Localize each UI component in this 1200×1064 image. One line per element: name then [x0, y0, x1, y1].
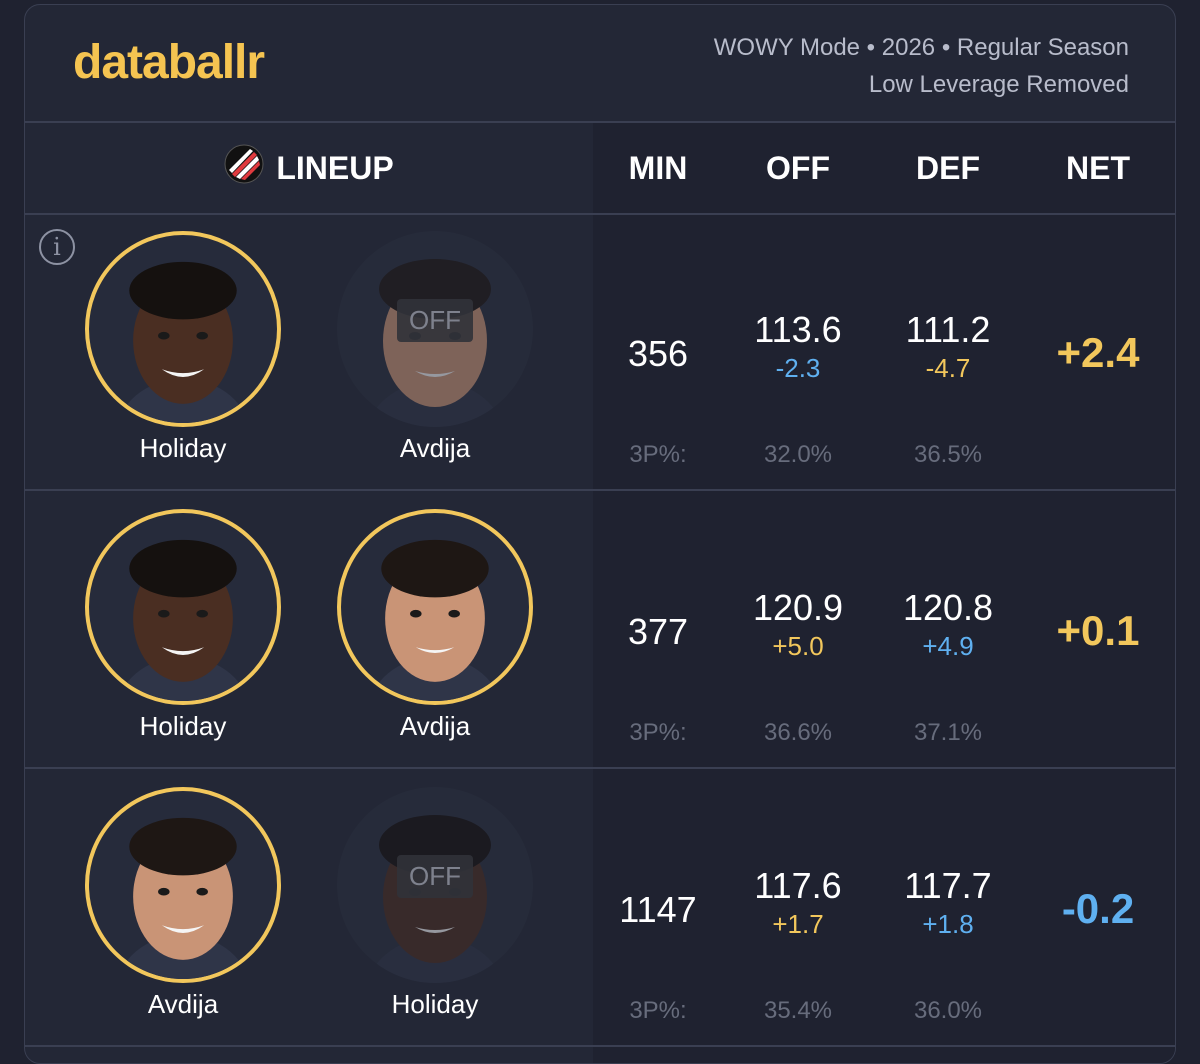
databallr-logo: databallr: [73, 36, 265, 89]
off-badge: OFF: [397, 855, 473, 898]
player-avatar[interactable]: [85, 509, 281, 705]
def-rating-value: 120.8: [902, 587, 994, 628]
player-avatar[interactable]: OFF: [337, 231, 533, 427]
player-headshot-icon: [117, 261, 249, 423]
player-headshot-icon: [366, 259, 504, 427]
card-header: databallr WOWY Mode • 2026 • Regular Sea…: [25, 5, 1175, 123]
info-icon[interactable]: i: [39, 229, 75, 265]
wowy-card: databallr WOWY Mode • 2026 • Regular Sea…: [24, 4, 1176, 1064]
mode-line: WOWY Mode • 2026 • Regular Season: [713, 34, 1129, 61]
player-name: Holiday: [139, 433, 227, 463]
player-slot-2[interactable]: Avdija: [337, 509, 533, 742]
mode-info: WOWY Mode • 2026 • Regular Season Low Le…: [714, 29, 1129, 103]
off-rating: 117.6 +1.7: [723, 865, 873, 940]
player-headshot-icon: [117, 817, 249, 979]
player-slot-1[interactable]: Avdija: [85, 787, 281, 1020]
three-pt-def: 37.1%: [913, 719, 983, 746]
lineup-row-1[interactable]: Holiday OFF Avdija 356 113.6 -2.3: [25, 213, 1175, 491]
lineup-row-3[interactable]: Avdija OFF Holiday 1147 117.6 +1.7: [25, 769, 1175, 1047]
lineup-row-2[interactable]: Holiday Avdija 377 120.9 +5.0 120: [25, 491, 1175, 769]
def-rating: 120.8 +4.9: [873, 587, 1023, 662]
player-name: Avdija: [399, 711, 471, 741]
player-avatar[interactable]: [85, 787, 281, 983]
lineup-header: LINEUP: [25, 123, 593, 213]
three-pt-def: 36.0%: [913, 997, 983, 1024]
three-pt-def: 36.5%: [913, 441, 983, 468]
three-pt-off: 32.0%: [763, 441, 833, 468]
trail-blazers-pinwheel-icon: [224, 144, 264, 192]
player-headshot-icon: [117, 539, 249, 701]
net-rating-value: +0.1: [1056, 607, 1140, 654]
def-rating-delta: +4.9: [922, 631, 974, 661]
player-name: Holiday: [391, 989, 479, 1019]
off-rating-value: 113.6: [754, 309, 842, 350]
filter-line: Low Leverage Removed: [868, 71, 1129, 98]
def-rating-value: 117.7: [904, 865, 992, 906]
net-rating-value: -0.2: [1061, 885, 1135, 932]
player-slot-2[interactable]: OFF Avdija: [337, 231, 533, 464]
def-rating-value: 111.2: [905, 309, 991, 350]
off-rating-delta: +5.0: [772, 631, 824, 661]
off-badge: OFF: [397, 299, 473, 342]
three-pt-label: 3P%:: [629, 997, 687, 1024]
three-pt-off: 35.4%: [763, 997, 833, 1024]
net-rating-value: +2.4: [1056, 329, 1140, 376]
off-rating-delta: -2.3: [775, 353, 821, 383]
minutes-value: 377: [627, 611, 689, 652]
off-column-header[interactable]: OFF: [766, 150, 830, 186]
column-header: LINEUP MIN OFF DEF NET: [25, 123, 1175, 215]
off-rating-value: 120.9: [752, 587, 844, 628]
off-rating-value: 117.6: [754, 865, 842, 906]
def-rating-delta: +1.8: [922, 909, 974, 939]
minutes-value: 356: [627, 333, 689, 374]
minutes-value: 1147: [619, 889, 697, 930]
def-column-header[interactable]: DEF: [916, 150, 980, 186]
player-headshot-icon: [369, 539, 501, 701]
def-rating-delta: -4.7: [925, 353, 971, 383]
player-avatar[interactable]: [337, 509, 533, 705]
three-pt-label: 3P%:: [629, 441, 687, 468]
off-rating: 120.9 +5.0: [723, 587, 873, 662]
lineup-label: LINEUP: [276, 149, 394, 186]
three-pt-off: 36.6%: [763, 719, 833, 746]
player-slot-1[interactable]: Holiday: [85, 509, 281, 742]
player-avatar[interactable]: [85, 231, 281, 427]
stats-background: [593, 123, 1175, 1063]
net-column-header[interactable]: NET: [1066, 150, 1130, 186]
player-name: Holiday: [139, 711, 227, 741]
player-headshot-icon: [366, 815, 504, 983]
player-name: Avdija: [399, 433, 471, 463]
three-pt-label: 3P%:: [629, 719, 687, 746]
off-rating-delta: +1.7: [772, 909, 824, 939]
player-avatar[interactable]: OFF: [337, 787, 533, 983]
player-name: Avdija: [147, 989, 219, 1019]
player-slot-1[interactable]: Holiday: [85, 231, 281, 464]
player-slot-2[interactable]: OFF Holiday: [337, 787, 533, 1020]
def-rating: 117.7 +1.8: [873, 865, 1023, 940]
def-rating: 111.2 -4.7: [873, 309, 1023, 384]
off-rating: 113.6 -2.3: [723, 309, 873, 384]
min-column-header[interactable]: MIN: [628, 150, 688, 186]
